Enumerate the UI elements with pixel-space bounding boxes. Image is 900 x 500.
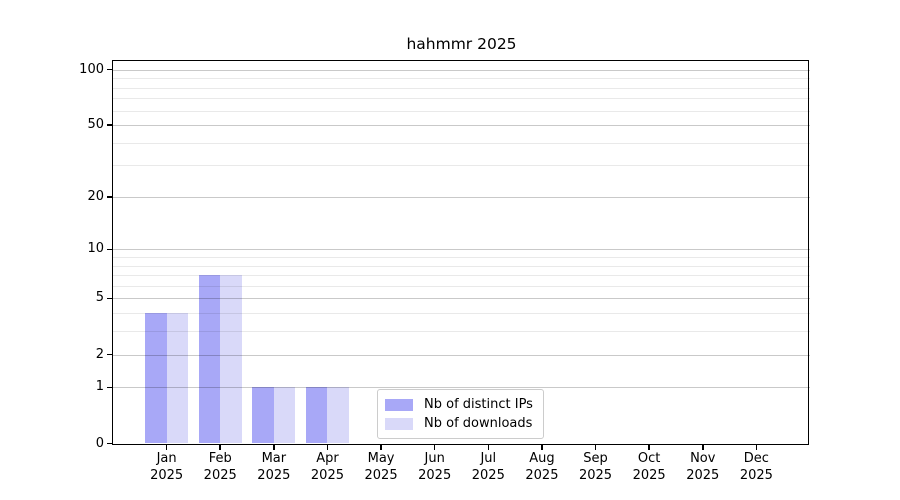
y-tick-20 [107,196,112,198]
x-tick-feb [219,444,221,450]
major-gridline-1 [113,387,810,389]
y-tick-50 [107,124,112,126]
y-tick-10 [107,248,112,251]
y-tick-label-1: 1 [95,379,104,395]
y-tick-1 [107,386,112,389]
minor-gridline-7 [113,275,810,277]
x-tick-label-oct: Oct 2025 [632,451,666,483]
major-gridline-5 [113,298,810,300]
minor-gridline-8 [113,265,810,267]
y-tick-label-10: 10 [87,241,104,257]
y-tick-label-100: 100 [79,61,104,77]
major-gridline-20 [113,196,810,198]
y-tick-label-2: 2 [95,346,104,362]
y-tick-label-20: 20 [87,188,104,204]
bar-downloads-mar [273,387,296,444]
x-tick-nov [702,444,704,450]
y-tick-label-50: 50 [87,117,104,133]
bar-distinct-ips-apr [305,387,328,444]
x-tick-jun [433,444,436,450]
x-tick-label-dec: Dec 2025 [739,451,773,483]
chart-title: hahmmr 2025 [406,35,517,53]
major-gridline-100 [113,69,810,71]
x-tick-dec [755,444,758,450]
x-tick-aug [541,444,543,450]
x-tick-sep [594,444,597,450]
x-tick-mar [273,444,275,450]
legend-row-0: Nb of distinct IPs [385,395,533,414]
minor-gridline-60 [113,110,810,112]
x-tick-label-jun: Jun 2025 [418,451,452,483]
legend-row-1: Nb of downloads [385,414,533,433]
x-tick-label-jul: Jul 2025 [471,451,505,483]
y-tick-label-5: 5 [95,290,104,306]
x-tick-label-nov: Nov 2025 [686,451,720,483]
legend-label-0: Nb of distinct IPs [424,397,533,412]
y-tick-0 [107,442,112,445]
y-tick-5 [107,297,112,300]
legend-swatch-1 [385,417,413,430]
y-tick-100 [107,68,112,71]
x-tick-apr [326,444,329,450]
y-tick-label-0: 0 [95,435,104,451]
minor-gridline-90 [113,78,810,80]
bar-distinct-ips-jan [145,313,167,444]
x-tick-label-may: May 2025 [364,451,398,483]
bar-downloads-jan [166,313,189,444]
minor-gridline-4 [113,313,810,315]
bar-distinct-ips-mar [252,387,274,444]
minor-gridline-6 [113,285,810,287]
legend: Nb of distinct IPs Nb of downloads [377,389,544,439]
x-tick-label-sep: Sep 2025 [578,451,613,483]
minor-gridline-80 [113,87,810,89]
bar-downloads-apr [327,387,349,444]
bar-downloads-feb [220,275,242,444]
legend-swatch-0 [385,398,413,411]
major-gridline-50 [113,125,810,127]
minor-gridline-70 [113,98,810,100]
x-tick-may [380,444,382,450]
x-tick-label-aug: Aug 2025 [525,451,559,483]
bar-distinct-ips-feb [198,275,221,444]
x-tick-label-mar: Mar 2025 [257,451,291,483]
minor-gridline-9 [113,257,810,258]
x-tick-label-apr: Apr 2025 [310,451,344,483]
major-gridline-2 [113,354,810,356]
x-tick-label-jan: Jan 2025 [150,451,184,483]
x-tick-jul [487,444,490,450]
major-gridline-10 [113,249,810,251]
minor-gridline-3 [113,331,810,333]
legend-label-1: Nb of downloads [424,416,533,431]
y-tick-2 [107,353,112,356]
minor-gridline-30 [113,165,810,167]
minor-gridline-40 [113,142,810,144]
x-tick-oct [648,444,650,450]
x-tick-jan [165,444,168,450]
x-tick-label-feb: Feb 2025 [203,451,237,483]
